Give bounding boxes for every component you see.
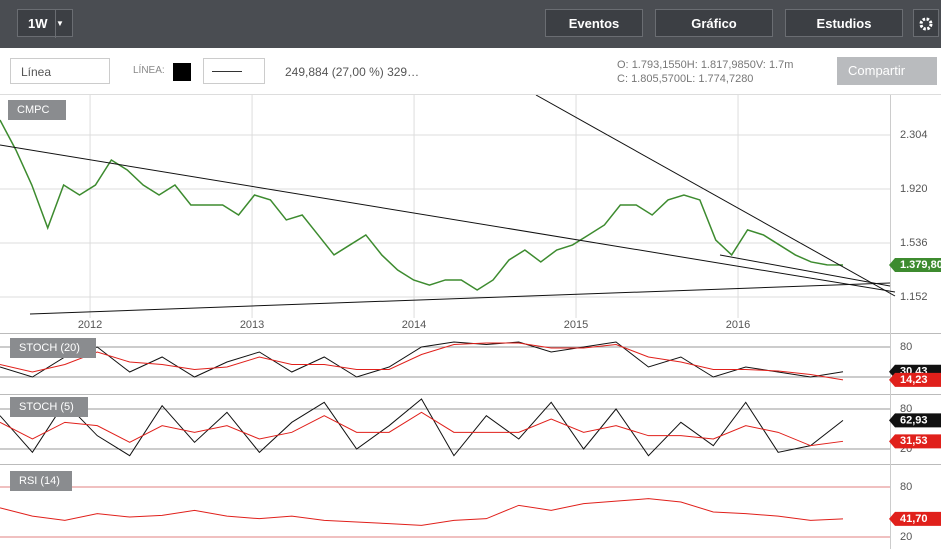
x-tick-label: 2014: [402, 319, 426, 331]
value: 1.817,9850: [700, 59, 756, 71]
panel-title: STOCH (20): [19, 342, 80, 354]
ohlc: O: 1.793,1550H: 1.817,9850V: 1.7m C: 1.8…: [617, 58, 793, 86]
x-tick-label: 2012: [78, 319, 102, 331]
last-value-label: 1.379,80: [900, 259, 941, 271]
last-value-badge: [889, 413, 941, 428]
color-swatch[interactable]: [173, 63, 191, 81]
interval: 1W: [28, 16, 48, 31]
line-select[interactable]: [203, 58, 265, 84]
panel-chip: [8, 100, 66, 120]
value: 1.805,5700: [631, 73, 687, 85]
label: L:: [686, 73, 696, 85]
y-tick-label: 80: [900, 403, 912, 415]
last-value-label: 31,53: [900, 435, 928, 447]
panel-chip: [10, 338, 96, 358]
x-tick-label: 2013: [240, 319, 264, 331]
last-value-label: 14,23: [900, 374, 928, 386]
chart-button[interactable]: Gráfico: [655, 9, 773, 37]
line-label: LÍNEA:: [133, 65, 165, 76]
toolbar: Línea LÍNEA: 249,884 (27,00 %) 329… O: 1…: [0, 48, 941, 95]
series-line: [0, 498, 844, 526]
y-tick-label: 1.536: [900, 237, 928, 249]
share-label: Compartir: [848, 63, 906, 78]
series-line: [0, 411, 844, 447]
panel-chip: [10, 471, 72, 491]
y-tick-label: 2.304: [900, 129, 928, 141]
y-tick-label: 1.920: [900, 183, 928, 195]
trendlines: [0, 95, 896, 315]
events-button[interactable]: Eventos: [545, 9, 643, 37]
panel-title: CMPC: [17, 104, 49, 116]
style-select[interactable]: Línea: [10, 58, 110, 84]
top-bar: 1W ▼ Eventos Gráfico Estudios: [0, 0, 941, 48]
studies-button[interactable]: Estudios: [785, 9, 903, 37]
interval-button[interactable]: 1W ▼: [17, 9, 73, 38]
last-value-label: 62,93: [900, 414, 928, 426]
change-text: 249,884 (27,00 %) 329…: [285, 65, 420, 79]
gear-icon: [919, 17, 933, 31]
x-tick-label: 2015: [564, 319, 588, 331]
y-tick-label: 80: [900, 341, 912, 353]
settings-button[interactable]: [913, 9, 939, 37]
label: O:: [617, 59, 629, 71]
chart-area: 2012 2013 2014 2015 2016 1.152 1.536 1.920 2.304…: [0, 95, 941, 549]
last-value-badge: [889, 434, 941, 449]
series-line: [0, 398, 844, 457]
panel-title: STOCH (5): [19, 401, 74, 413]
y-tick-label: 20: [900, 531, 912, 543]
label: C:: [617, 73, 628, 85]
series-line: [0, 119, 844, 291]
label: V:: [755, 59, 766, 71]
last-value-badge: [889, 511, 941, 526]
panel-title: RSI (14): [19, 475, 60, 487]
value: 1.793,1550: [631, 59, 687, 71]
panel-chip: [10, 397, 88, 417]
value: 1.774,7280: [698, 73, 754, 85]
value: 1.7m: [768, 59, 794, 71]
y-tick-label: 1.152: [900, 291, 928, 303]
series-line: [0, 342, 844, 381]
last-value-label: 41,70: [900, 513, 928, 525]
last-value-badge: [889, 372, 941, 387]
share-button[interactable]: Compartir: [837, 57, 937, 85]
style-value: Línea: [21, 65, 52, 79]
series-line: [0, 341, 844, 378]
y-tick-label: 80: [900, 481, 912, 493]
last-value-badge: [889, 257, 941, 272]
label: H:: [686, 59, 698, 71]
plots: 2012 2013 2014 2015 2016 1.152 1.536 1.920 2.304…: [0, 95, 941, 543]
x-tick-label: 2016: [726, 319, 750, 331]
